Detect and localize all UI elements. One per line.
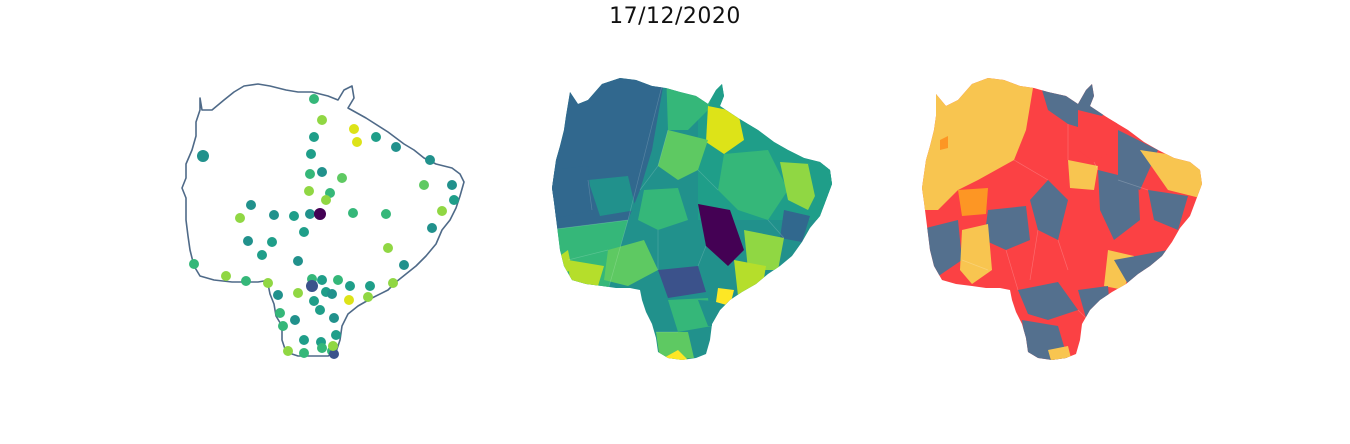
map-point	[283, 346, 293, 356]
map-point	[329, 313, 339, 323]
map-point	[269, 210, 279, 220]
map-point	[257, 250, 267, 260]
map-point	[293, 256, 303, 266]
map-point	[383, 243, 393, 253]
map-point	[447, 180, 457, 190]
map-point	[371, 132, 381, 142]
map-point	[278, 321, 288, 331]
map-point	[314, 208, 326, 220]
map-point	[317, 343, 327, 353]
map-point	[305, 169, 315, 179]
map-point	[345, 281, 355, 291]
map-point	[306, 280, 318, 292]
map-point	[337, 173, 347, 183]
map-point	[299, 227, 309, 237]
state-outline	[181, 83, 465, 357]
map-point	[309, 296, 319, 306]
regions	[552, 78, 832, 360]
point-map-panel	[178, 70, 470, 370]
figure-title: 17/12/2020	[609, 4, 741, 29]
categorical-choropleth	[922, 78, 1202, 360]
region-borders	[961, 124, 1149, 319]
map-point	[449, 195, 459, 205]
map-point	[419, 180, 429, 190]
map-point	[309, 132, 319, 142]
map-point	[333, 275, 343, 285]
map-point	[189, 259, 199, 269]
point-map	[181, 83, 465, 359]
map-point	[352, 137, 362, 147]
map-point	[315, 305, 325, 315]
map-point	[327, 289, 337, 299]
map-point	[246, 200, 256, 210]
map-point	[290, 315, 300, 325]
viridis-choropleth-panel	[548, 70, 838, 370]
map-point	[289, 211, 299, 221]
map-point	[305, 209, 315, 219]
map-point	[309, 94, 319, 104]
map-point	[348, 208, 358, 218]
points-layer	[189, 94, 459, 359]
map-point	[427, 223, 437, 233]
map-point	[317, 275, 327, 285]
map-point	[363, 292, 373, 302]
map-point	[241, 276, 251, 286]
map-point	[299, 335, 309, 345]
regions	[922, 78, 1202, 360]
map-point	[317, 167, 327, 177]
map-point	[275, 308, 285, 318]
map-point	[317, 115, 327, 125]
categorical-choropleth-panel	[918, 70, 1208, 370]
map-point	[399, 260, 409, 270]
map-point	[221, 271, 231, 281]
map-point	[391, 142, 401, 152]
map-point	[328, 341, 338, 351]
map-point	[273, 290, 283, 300]
map-point	[293, 288, 303, 298]
map-point	[425, 155, 435, 165]
map-point	[365, 281, 375, 291]
viridis-choropleth	[552, 78, 832, 360]
map-point	[263, 278, 273, 288]
region-dark	[698, 204, 744, 266]
map-point	[344, 295, 354, 305]
map-point	[321, 195, 331, 205]
map-point	[299, 348, 309, 358]
map-point	[235, 213, 245, 223]
map-point	[331, 330, 341, 340]
map-point	[329, 349, 339, 359]
map-point	[381, 209, 391, 219]
map-point	[243, 236, 253, 246]
map-point	[267, 237, 277, 247]
map-point	[349, 124, 359, 134]
map-point	[197, 150, 209, 162]
map-point	[304, 186, 314, 196]
map-point	[437, 206, 447, 216]
map-point	[388, 278, 398, 288]
map-point	[306, 149, 316, 159]
